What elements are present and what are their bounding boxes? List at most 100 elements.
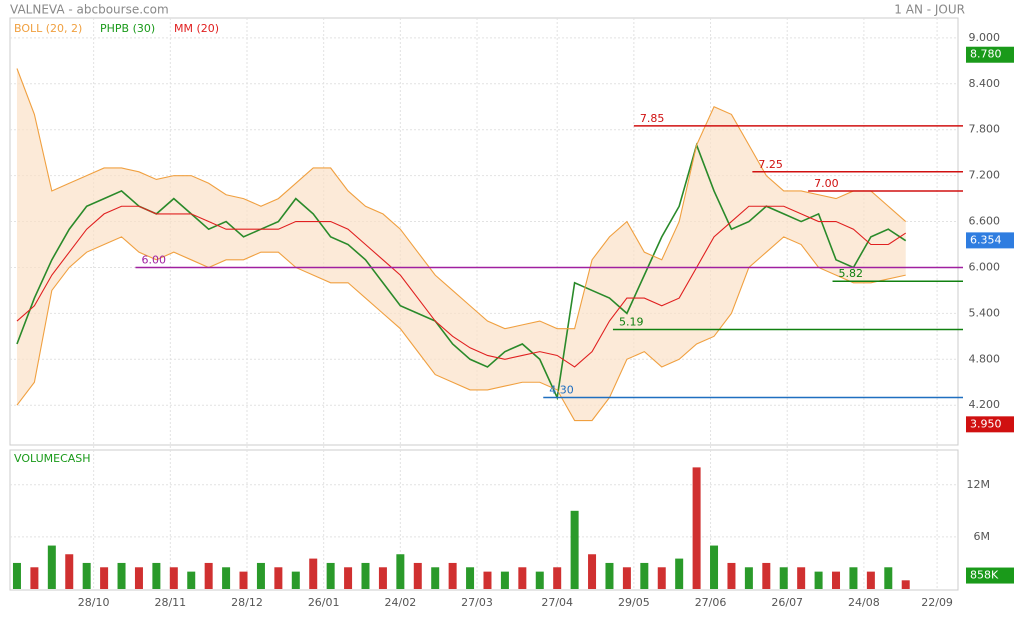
y-tick-label: 8.400 bbox=[969, 77, 1001, 90]
volume-bar bbox=[710, 545, 719, 589]
volume-bar bbox=[814, 571, 823, 589]
series-line bbox=[16, 68, 907, 330]
volume-bar bbox=[518, 567, 527, 589]
x-tick-label: 28/11 bbox=[154, 596, 186, 609]
price-tag bbox=[966, 232, 1014, 249]
volume-bar bbox=[779, 567, 788, 589]
title: VALNEVA - abcbourse.com bbox=[10, 3, 169, 17]
level-label: 5.19 bbox=[619, 315, 644, 328]
x-tick-label: 27/06 bbox=[695, 596, 727, 609]
y-tick-label: 9.000 bbox=[969, 31, 1001, 44]
y-tick-label: 4.200 bbox=[969, 398, 1001, 411]
volume-bar bbox=[222, 567, 231, 589]
volume-bar bbox=[605, 562, 614, 589]
volume-bar bbox=[47, 545, 56, 589]
volume-bar bbox=[727, 562, 736, 589]
volume-bar bbox=[413, 562, 422, 589]
volume-bar bbox=[744, 567, 753, 589]
price-tag bbox=[966, 416, 1014, 433]
x-tick-label: 26/07 bbox=[771, 596, 803, 609]
y-tick-label: 6.000 bbox=[969, 260, 1001, 273]
volume-bar bbox=[553, 567, 562, 589]
volume-bar bbox=[901, 580, 910, 589]
volume-tag-label: 858K bbox=[970, 569, 999, 582]
volume-bar bbox=[588, 554, 597, 589]
volume-bar bbox=[309, 558, 318, 589]
volume-bar bbox=[762, 562, 771, 589]
volume-bar bbox=[100, 567, 109, 589]
volume-bar bbox=[675, 558, 684, 589]
level-label: 4.30 bbox=[549, 384, 574, 397]
level-label: 7.25 bbox=[758, 158, 783, 171]
volume-bar bbox=[431, 567, 440, 589]
volume-tag bbox=[966, 567, 1014, 584]
x-tick-label: 28/10 bbox=[78, 596, 110, 609]
volume-bar bbox=[622, 567, 631, 589]
y-tick-label: 7.800 bbox=[969, 123, 1001, 136]
volume-bar bbox=[640, 562, 649, 589]
level-label: 5.82 bbox=[839, 267, 864, 280]
x-tick-label: 27/04 bbox=[541, 596, 573, 609]
volume-bar bbox=[378, 567, 387, 589]
y-tick-label: 5.400 bbox=[969, 306, 1001, 319]
volume-bar bbox=[30, 567, 39, 589]
volume-bar bbox=[82, 562, 91, 589]
price-tag bbox=[966, 46, 1014, 63]
y-tick-label: 12M bbox=[967, 478, 991, 491]
volume-bar bbox=[797, 567, 806, 589]
volume-bar bbox=[204, 562, 213, 589]
volume-bar bbox=[117, 562, 126, 589]
volume-bar bbox=[291, 571, 300, 589]
price-tag-label: 3.950 bbox=[970, 417, 1002, 430]
volume-bar bbox=[152, 562, 161, 589]
volume-bar bbox=[256, 562, 265, 589]
volume-bar bbox=[535, 571, 544, 589]
volume-bar bbox=[274, 567, 283, 589]
band-fill bbox=[16, 68, 906, 421]
volume-title: VOLUMECASH bbox=[14, 452, 91, 465]
volume-bar bbox=[326, 562, 335, 589]
series-line bbox=[16, 236, 906, 422]
level-label: 7.00 bbox=[814, 177, 839, 190]
volume-bar bbox=[884, 567, 893, 589]
y-tick-label: 6M bbox=[974, 530, 991, 543]
volume-bar bbox=[396, 554, 405, 589]
volume-bar bbox=[500, 571, 509, 589]
x-tick-label: 27/03 bbox=[461, 596, 493, 609]
legend-entry: MM (20) bbox=[174, 22, 219, 35]
volume-bar bbox=[466, 567, 475, 589]
volume-bar bbox=[832, 571, 841, 589]
volume-bar bbox=[187, 571, 196, 589]
price-panel bbox=[9, 17, 959, 446]
x-tick-label: 29/05 bbox=[618, 596, 650, 609]
volume-bar bbox=[657, 567, 666, 589]
volume-bar bbox=[134, 567, 143, 589]
volume-bar bbox=[361, 562, 370, 589]
volume-bar bbox=[12, 562, 21, 589]
x-tick-label: 22/09 bbox=[921, 596, 953, 609]
level-label: 6.00 bbox=[141, 253, 166, 266]
volume-panel bbox=[9, 449, 959, 591]
volume-bar bbox=[483, 571, 492, 589]
y-tick-label: 4.800 bbox=[969, 352, 1001, 365]
volume-bar bbox=[65, 554, 74, 589]
volume-bar bbox=[169, 567, 178, 589]
period: 1 AN - JOUR bbox=[894, 3, 965, 17]
series-line bbox=[16, 142, 907, 401]
y-tick-label: 6.600 bbox=[969, 215, 1001, 228]
volume-bar bbox=[570, 510, 579, 589]
volume-bar bbox=[239, 571, 248, 589]
x-tick-label: 28/12 bbox=[231, 596, 263, 609]
x-tick-label: 24/08 bbox=[848, 596, 880, 609]
volume-bar bbox=[692, 467, 701, 589]
price-tag-label: 8.780 bbox=[970, 48, 1002, 61]
x-tick-label: 26/01 bbox=[308, 596, 340, 609]
legend-entry: BOLL (20, 2) bbox=[14, 22, 82, 35]
series-line bbox=[16, 205, 907, 368]
volume-bar bbox=[849, 567, 858, 589]
legend-entry: PHPB (30) bbox=[100, 22, 155, 35]
price-tag-label: 6.354 bbox=[970, 233, 1002, 246]
level-label: 7.85 bbox=[640, 112, 665, 125]
volume-bar bbox=[448, 562, 457, 589]
